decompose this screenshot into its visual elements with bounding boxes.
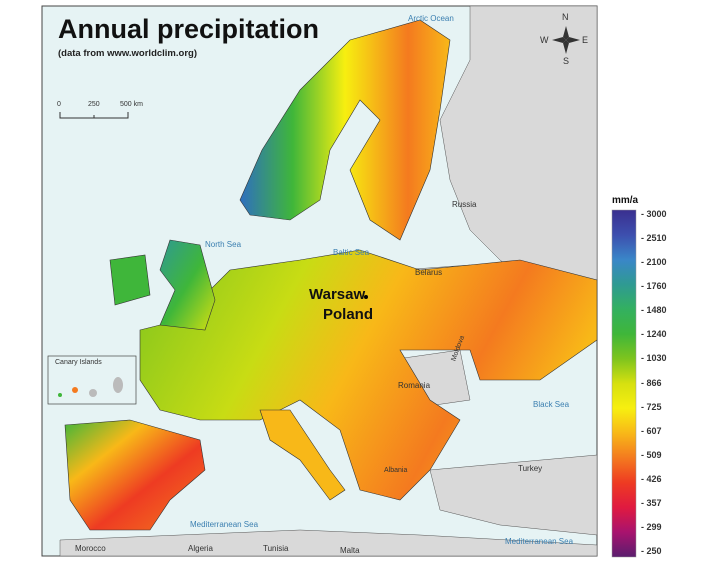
city-annotation: Warsaw [309,286,366,303]
legend-tick: 250 [641,546,662,556]
country-label: Morocco [75,544,106,553]
sea-label: Mediterranean Sea [190,520,259,529]
legend-tick: 866 [641,378,662,388]
legend-tick: 357 [641,498,662,508]
country-label: Algeria [188,544,213,553]
legend-tick: 2510 [641,233,667,243]
legend-tick: 2100 [641,257,667,267]
legend-tick: 426 [641,474,662,484]
legend-tick: 607 [641,426,662,436]
map-subtitle: (data from www.worldclim.org) [58,48,197,59]
legend-tick: 1240 [641,329,667,339]
compass-s: S [563,56,570,66]
legend-colorbar [611,209,637,558]
legend-tick: 1480 [641,305,667,315]
country-label: Turkey [518,464,543,473]
compass-w: W [540,35,549,45]
map-title: Annual precipitation [58,14,320,44]
sea-label: Black Sea [533,400,570,409]
sea-label: Arctic Ocean [408,14,454,23]
country-label: Romania [398,381,431,390]
sea-label: Baltic Sea [333,248,370,257]
inset-label: Canary Islands [55,359,102,366]
scale-label: 250 [88,101,100,108]
legend-unit: mm/a [612,195,639,206]
country-label: Belarus [415,268,443,277]
country-label: Malta [340,546,360,555]
compass-n: N [562,12,569,22]
compass-rose-icon [552,26,580,54]
legend-tick: 509 [641,450,662,460]
sea-label: North Sea [205,240,242,249]
legend-tick: 299 [641,522,662,532]
compass-e: E [582,35,589,45]
country-label: Albania [384,467,408,474]
scale-label: 0 [57,101,61,108]
legend-tick: 1760 [641,281,667,291]
country-label: Tunisia [263,544,289,553]
sea-label: Mediterranean Sea [505,537,574,546]
country-annotation: Poland [323,306,374,323]
warsaw-dot [364,295,368,299]
legend-tick: 3000 [641,209,667,219]
country-label: Russia [452,200,477,209]
legend-tick: 725 [641,402,662,412]
scale-label: 500 km [120,101,143,108]
legend-tick: 1030 [641,353,667,363]
